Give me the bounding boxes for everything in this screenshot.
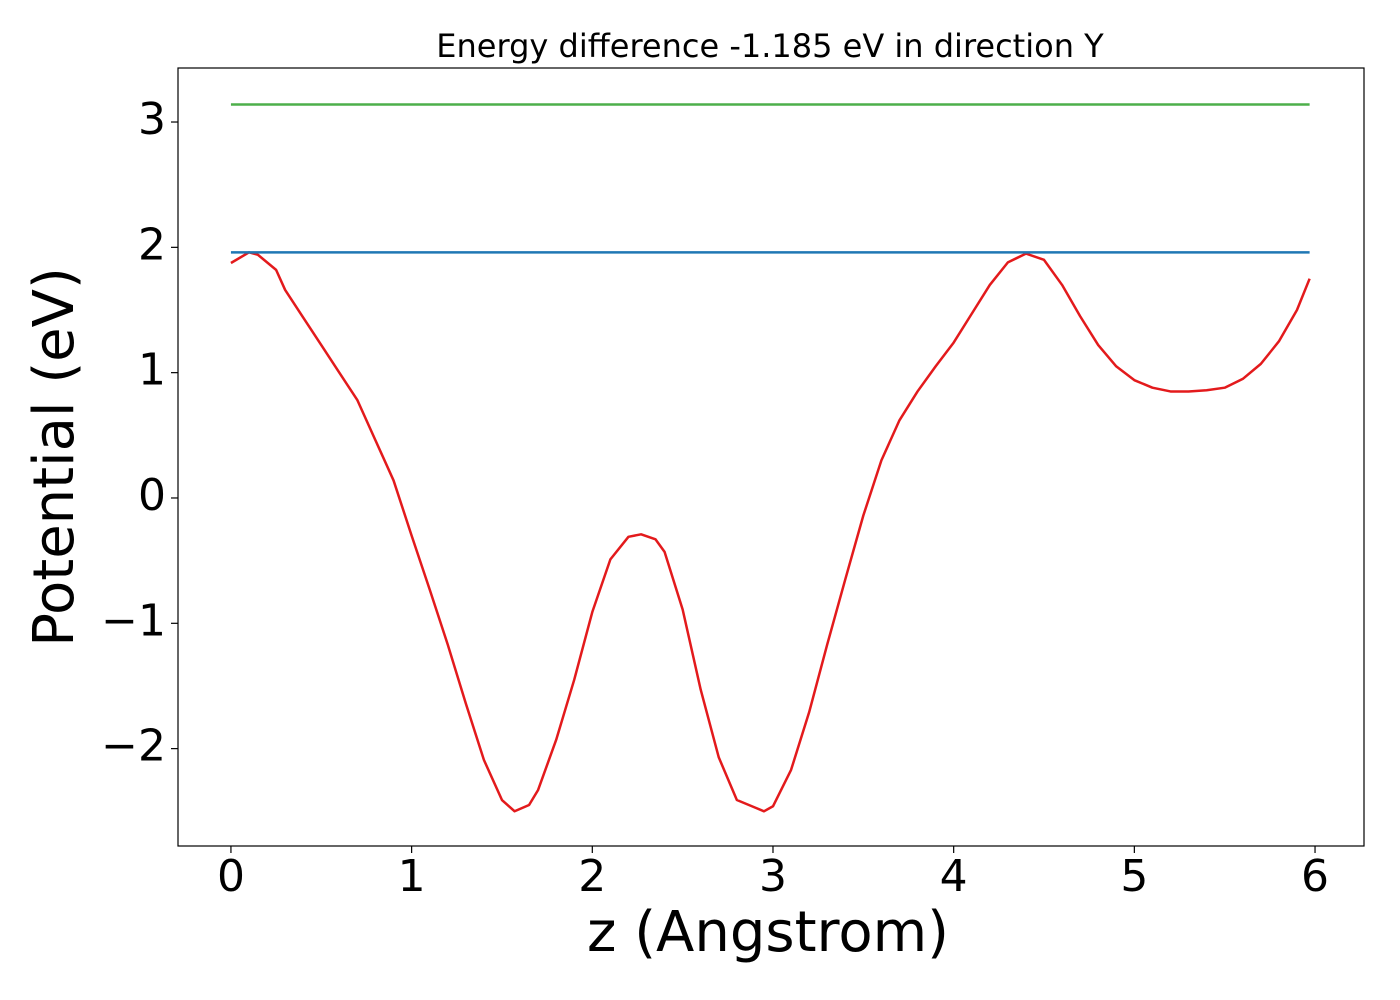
x-tick-label: 4 — [940, 851, 968, 902]
chart-title: Energy difference -1.185 eV in direction… — [436, 27, 1104, 65]
y-tick-label: 0 — [138, 470, 166, 521]
x-tick-label: 3 — [759, 851, 787, 902]
x-tick-label: 0 — [217, 851, 245, 902]
plot-frame — [177, 67, 1365, 847]
y-tick-label: 2 — [138, 219, 166, 270]
x-tick-label: 2 — [578, 851, 606, 902]
y-axis-label: Potential (eV) — [22, 267, 87, 647]
y-tick-label: −2 — [101, 721, 166, 772]
x-axis-label: z (Angstrom) — [587, 900, 949, 965]
data-line — [230, 251, 1311, 813]
x-tick-label: 1 — [398, 851, 426, 902]
y-tick-label: −1 — [101, 595, 166, 646]
y-tick-label: 3 — [138, 94, 166, 145]
y-tick-label: 1 — [138, 345, 166, 396]
x-tick-label: 6 — [1301, 851, 1329, 902]
x-tick-label: 5 — [1120, 851, 1148, 902]
